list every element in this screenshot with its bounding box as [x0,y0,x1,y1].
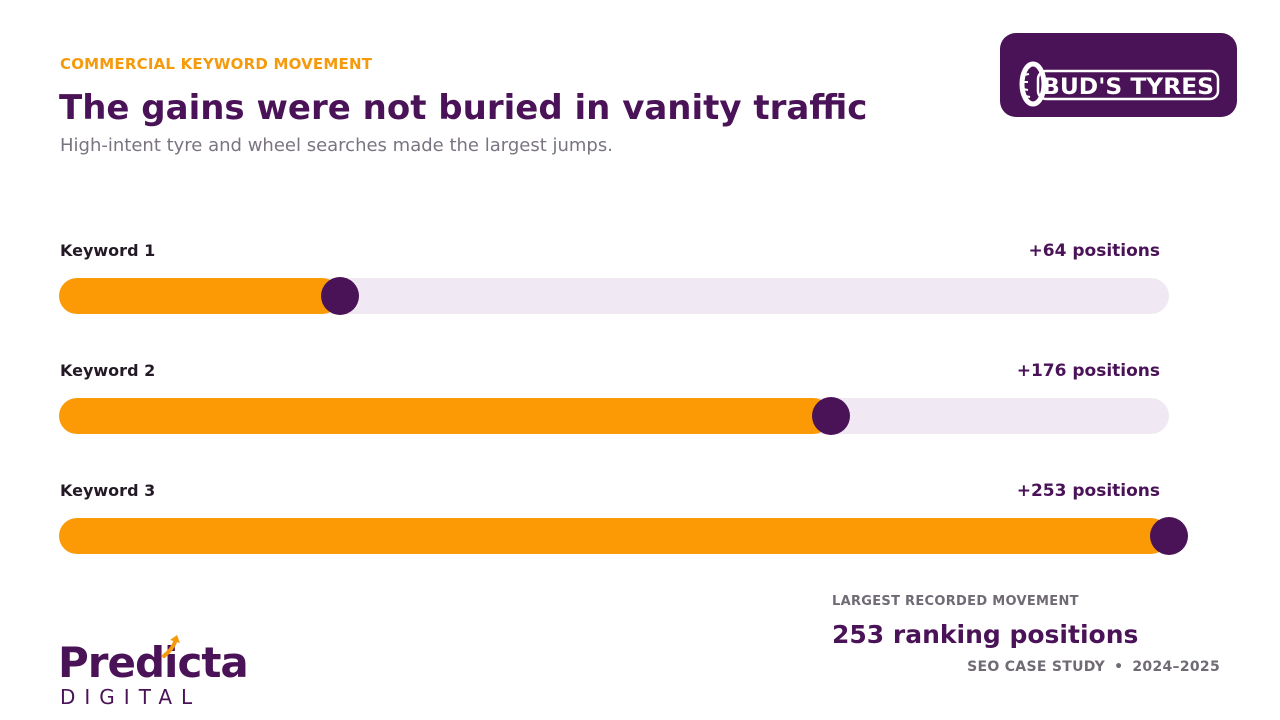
bar-fill [59,398,831,434]
bar-end-marker [321,277,359,315]
kpi-value: 253 ranking positions [832,620,1139,649]
page-subtitle: High-intent tyre and wheel searches made… [60,135,613,156]
bar-fill [59,278,340,314]
agency-logo: Predicta DIGITAL [58,630,288,712]
kpi-label: LARGEST RECORDED MOVEMENT [832,594,1079,609]
arrow-up-icon [162,635,180,658]
keyword-value-label: +64 positions [1028,241,1160,261]
keyword-label: Keyword 2 [60,361,156,380]
bar-end-marker [1150,517,1188,555]
footer-separator: • [1114,659,1124,675]
bar-track [59,397,1169,435]
client-logo: BUD'S TYRES [1000,33,1237,117]
keyword-label: Keyword 3 [60,481,156,500]
footer-years: 2024–2025 [1132,659,1220,675]
bar-fill [59,518,1169,554]
bar-track [59,277,1169,315]
page-title: The gains were not buried in vanity traf… [59,88,868,128]
keyword-value-label: +176 positions [1016,361,1160,381]
client-logo-text: BUD'S TYRES [1042,75,1214,100]
tyre-icon: BUD'S TYRES [1019,61,1220,107]
bar-end-marker [812,397,850,435]
footer: SEO CASE STUDY • 2024–2025 [967,659,1220,675]
bar-track [59,517,1188,555]
agency-logo-sub: DIGITAL [60,685,202,709]
keyword-label: Keyword 1 [60,241,156,260]
agency-logo-word: Predicta [58,638,249,687]
keyword-value-label: +253 positions [1016,481,1160,501]
footer-case-study: SEO CASE STUDY [967,659,1106,675]
eyebrow-label: COMMERCIAL KEYWORD MOVEMENT [60,55,373,73]
